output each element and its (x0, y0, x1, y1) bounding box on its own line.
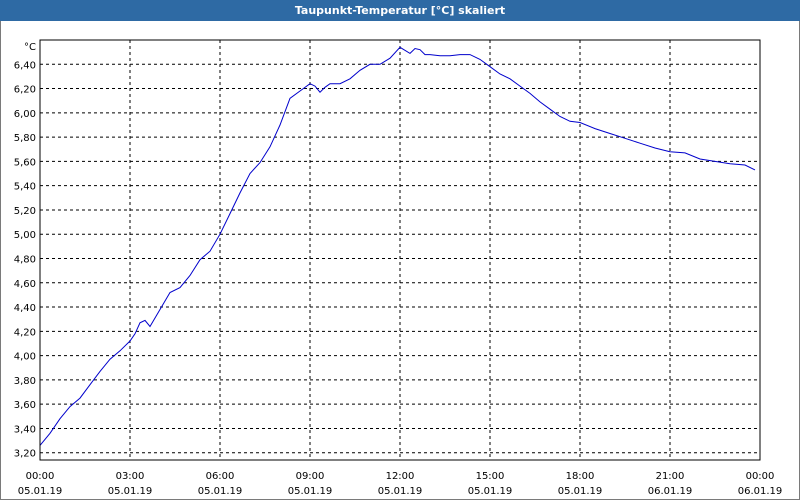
y-tick-label: 3,60 (14, 400, 36, 411)
x-tick-date-label: 06.01.19 (648, 486, 693, 497)
y-tick-label: 3,40 (14, 424, 36, 435)
y-tick-label: 6,20 (14, 85, 36, 96)
x-tick-date-label: 05.01.19 (558, 486, 603, 497)
x-tick-time-label: 18:00 (566, 471, 595, 482)
y-tick-label: 4,80 (14, 254, 36, 265)
x-tick-time-label: 21:00 (656, 471, 685, 482)
y-tick-label: 4,60 (14, 279, 36, 290)
x-tick-date-label: 05.01.19 (108, 486, 153, 497)
y-tick-label: 5,00 (14, 230, 36, 241)
y-tick-label: 5,60 (14, 157, 36, 168)
x-tick-date-label: 05.01.19 (378, 486, 423, 497)
y-tick-label: 4,40 (14, 303, 36, 314)
y-tick-label: 5,80 (14, 133, 36, 144)
y-tick-label: 5,20 (14, 206, 36, 217)
y-tick-label: 5,40 (14, 182, 36, 193)
x-tick-time-label: 03:00 (116, 471, 145, 482)
x-tick-time-label: 12:00 (386, 471, 415, 482)
y-tick-label: 3,80 (14, 376, 36, 387)
x-tick-date-label: 05.01.19 (198, 486, 243, 497)
x-tick-time-label: 15:00 (476, 471, 505, 482)
x-tick-time-label: 09:00 (296, 471, 325, 482)
y-tick-label: 6,00 (14, 109, 36, 120)
x-tick-time-label: 00:00 (746, 471, 775, 482)
plot-area-border (39, 39, 761, 461)
y-axis-unit-label: °C (24, 42, 36, 53)
dewpoint-series-line (39, 46, 756, 446)
chart-title: Taupunkt-Temperatur [°C] skaliert (0, 0, 800, 21)
y-tick-label: 3,20 (14, 449, 36, 460)
x-tick-date-label: 05.01.19 (288, 486, 333, 497)
y-tick-label: 4,00 (14, 352, 36, 363)
x-tick-time-label: 00:00 (26, 471, 55, 482)
x-tick-date-label: 05.01.19 (468, 486, 513, 497)
y-tick-label: 6,40 (14, 60, 36, 71)
y-tick-label: 4,20 (14, 327, 36, 338)
x-tick-time-label: 06:00 (206, 471, 235, 482)
x-tick-date-label: 05.01.19 (18, 486, 63, 497)
x-tick-date-label: 06.01.19 (738, 486, 783, 497)
